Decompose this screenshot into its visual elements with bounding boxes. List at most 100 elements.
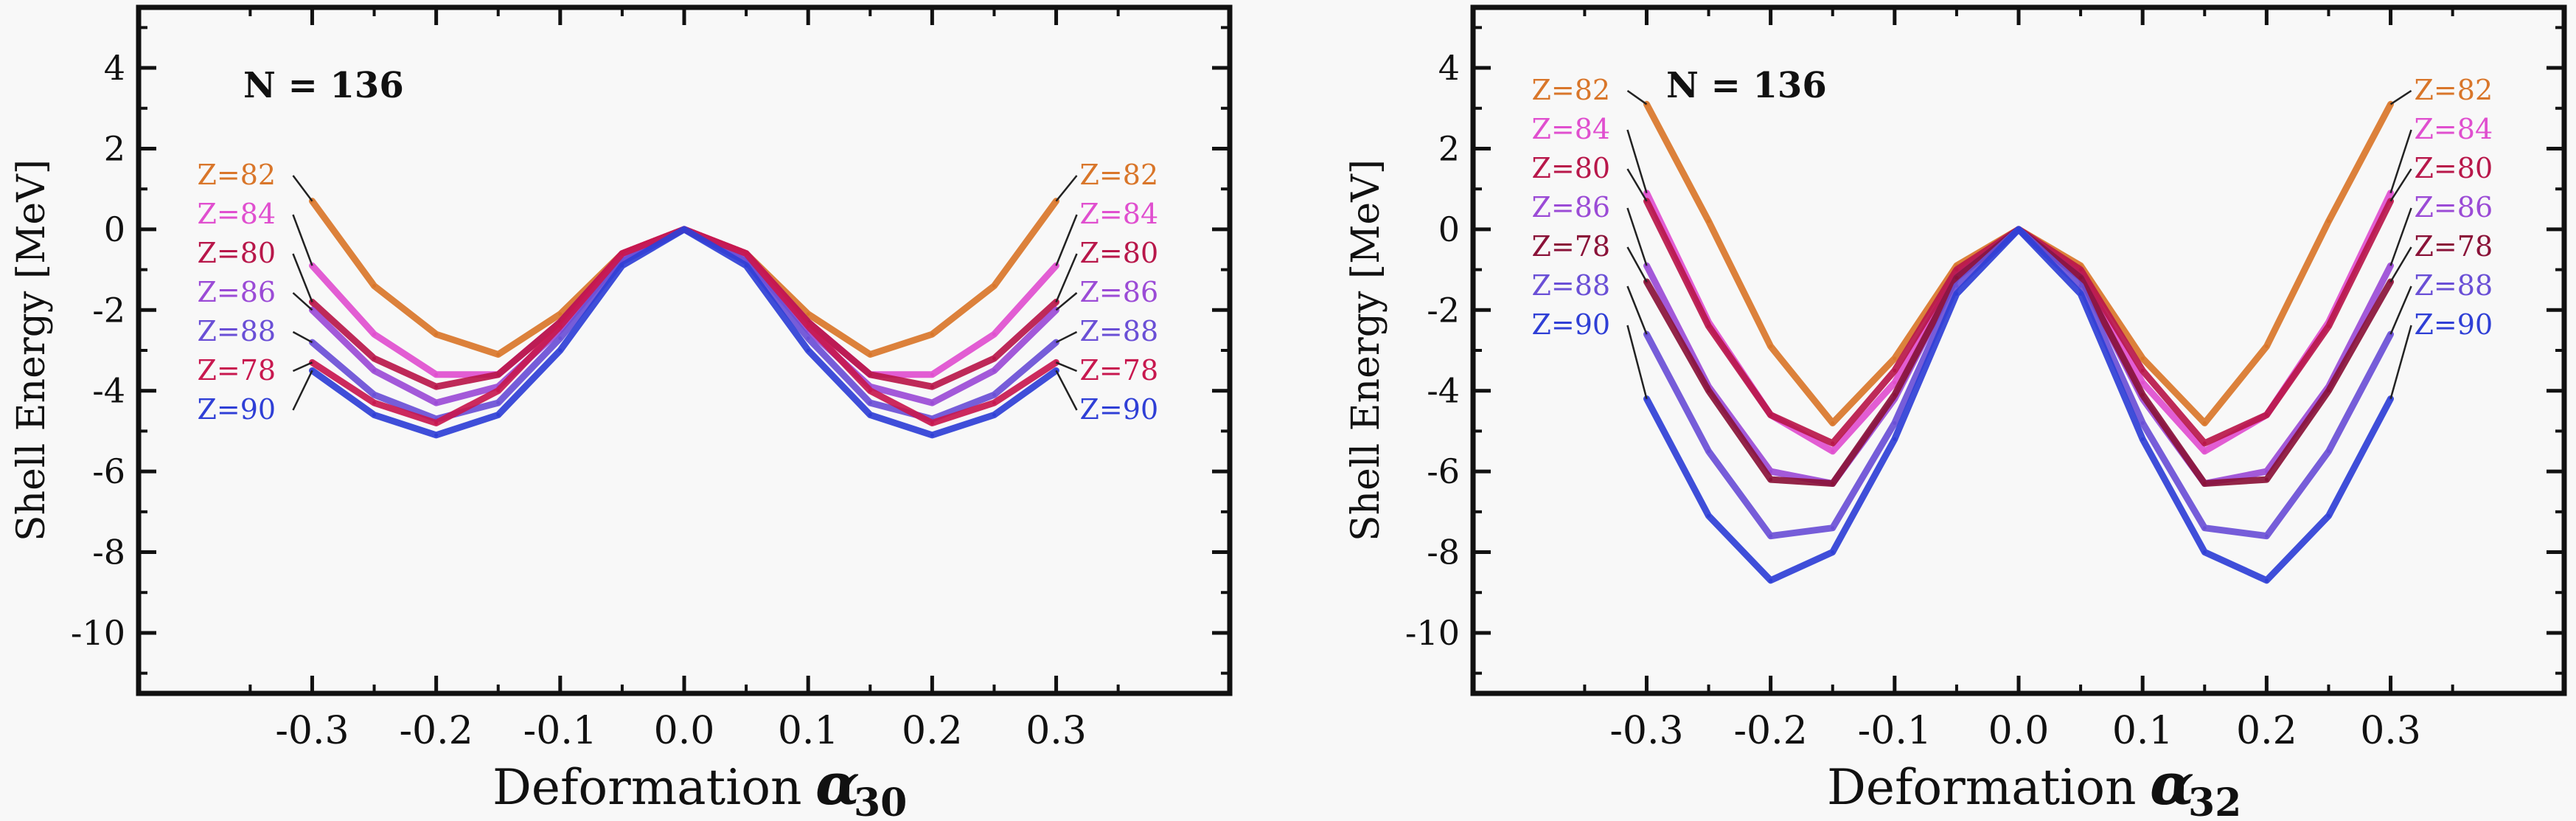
data-point [1707,513,1711,518]
left-leader [1626,325,1648,399]
data-point [434,433,439,437]
data-point [2264,344,2269,349]
data-point [806,312,810,316]
y-tick-label: 0 [104,209,125,249]
left-leader [292,253,313,302]
x-tick-label: 0.1 [2112,709,2173,753]
y-axis-label: Shell Energy [MeV] [1344,159,1388,541]
left-leader [1626,89,1648,105]
left-leader [292,361,313,373]
data-point [1954,268,1959,272]
data-point [1707,389,1711,393]
right-leader [1055,292,1078,311]
series-line-z84 [309,226,1059,378]
data-point [1769,578,1773,583]
y-tick-label: -4 [92,371,125,411]
data-point [868,352,872,356]
right-label: Z=84 [1080,198,1159,230]
series-line-z88 [1643,226,2394,540]
y-axis-label: Shell Energy [MeV] [10,159,54,541]
data-point [372,368,377,373]
data-point [2264,534,2269,538]
x-tick-label: 0.0 [654,709,715,753]
x-axis-subscript: 32 [2188,780,2241,821]
x-tick-label: 0.2 [2236,709,2297,753]
right-label: Z=78 [1080,354,1159,387]
data-point [434,332,439,336]
data-point [2326,219,2330,224]
y-tick-label: -2 [1427,290,1460,330]
data-point [496,389,501,393]
data-point [372,413,377,418]
data-point [2202,482,2207,486]
data-point [2078,291,2083,296]
data-point [1707,219,1711,224]
x-tick-label: -0.3 [275,709,349,753]
data-point [558,348,563,353]
left-label: Z=80 [197,237,276,269]
x-tick-label: 0.3 [2360,709,2421,753]
left-leader [1626,129,1648,194]
data-point [2078,276,2083,280]
data-point [372,392,377,397]
data-point [620,263,624,268]
series-line-z82 [1643,100,2394,426]
data-point [434,401,439,405]
data-point [372,356,377,361]
data-point [1831,550,1835,555]
data-point [496,373,501,377]
y-tick-label: -2 [92,290,125,330]
right-leader [2389,285,2412,335]
data-point [868,401,872,405]
data-point [1831,482,1835,486]
data-point [2326,513,2330,518]
right-label: Z=82 [1080,159,1159,191]
data-point [2140,392,2145,397]
data-point [992,401,996,405]
y-tick-label: 4 [1438,48,1460,88]
data-point [1707,449,1711,454]
right-label: Z=86 [2415,191,2493,224]
right-label: Z=78 [2415,230,2493,263]
series-line-z86 [309,226,1059,406]
y-tick-label: -8 [92,533,125,572]
left-label: Z=84 [197,198,276,230]
left-label: Z=90 [197,393,276,426]
y-tick-label: -10 [1405,613,1460,653]
x-axis-subscript: 30 [854,780,907,821]
annotation-n: N = 136 [243,65,404,106]
data-point [1769,413,1773,418]
data-point [2078,283,2083,288]
left-label: Z=80 [1531,152,1610,184]
y-tick-label: -10 [71,613,125,653]
right-leader [1056,361,1078,373]
data-point [868,373,872,377]
data-point [2264,469,2269,474]
data-point [496,401,501,405]
left-leader [292,292,313,311]
y-tick-label: 4 [104,48,125,88]
data-point [1954,291,1959,296]
data-point [2078,268,2083,272]
data-point [1769,469,1773,474]
data-point [496,352,501,356]
left-label: Z=90 [1531,308,1610,341]
x-tick-label: 0.0 [1988,709,2050,753]
y-tick-label: 0 [1438,209,1460,249]
data-point [930,401,934,405]
data-point [1954,283,1959,288]
right-leader [2389,168,2412,202]
data-point [1831,420,1835,425]
data-point [2140,420,2145,425]
x-axis-symbol: α [2150,751,2194,818]
data-point [682,227,686,232]
series-line-z90 [309,226,1059,439]
left-label: Z=86 [197,276,276,308]
data-point [1954,276,1959,280]
data-point [2326,449,2330,454]
data-point [558,324,563,328]
data-point [2202,449,2207,454]
right-label: Z=88 [2415,269,2493,302]
right-label: Z=86 [1080,276,1159,308]
